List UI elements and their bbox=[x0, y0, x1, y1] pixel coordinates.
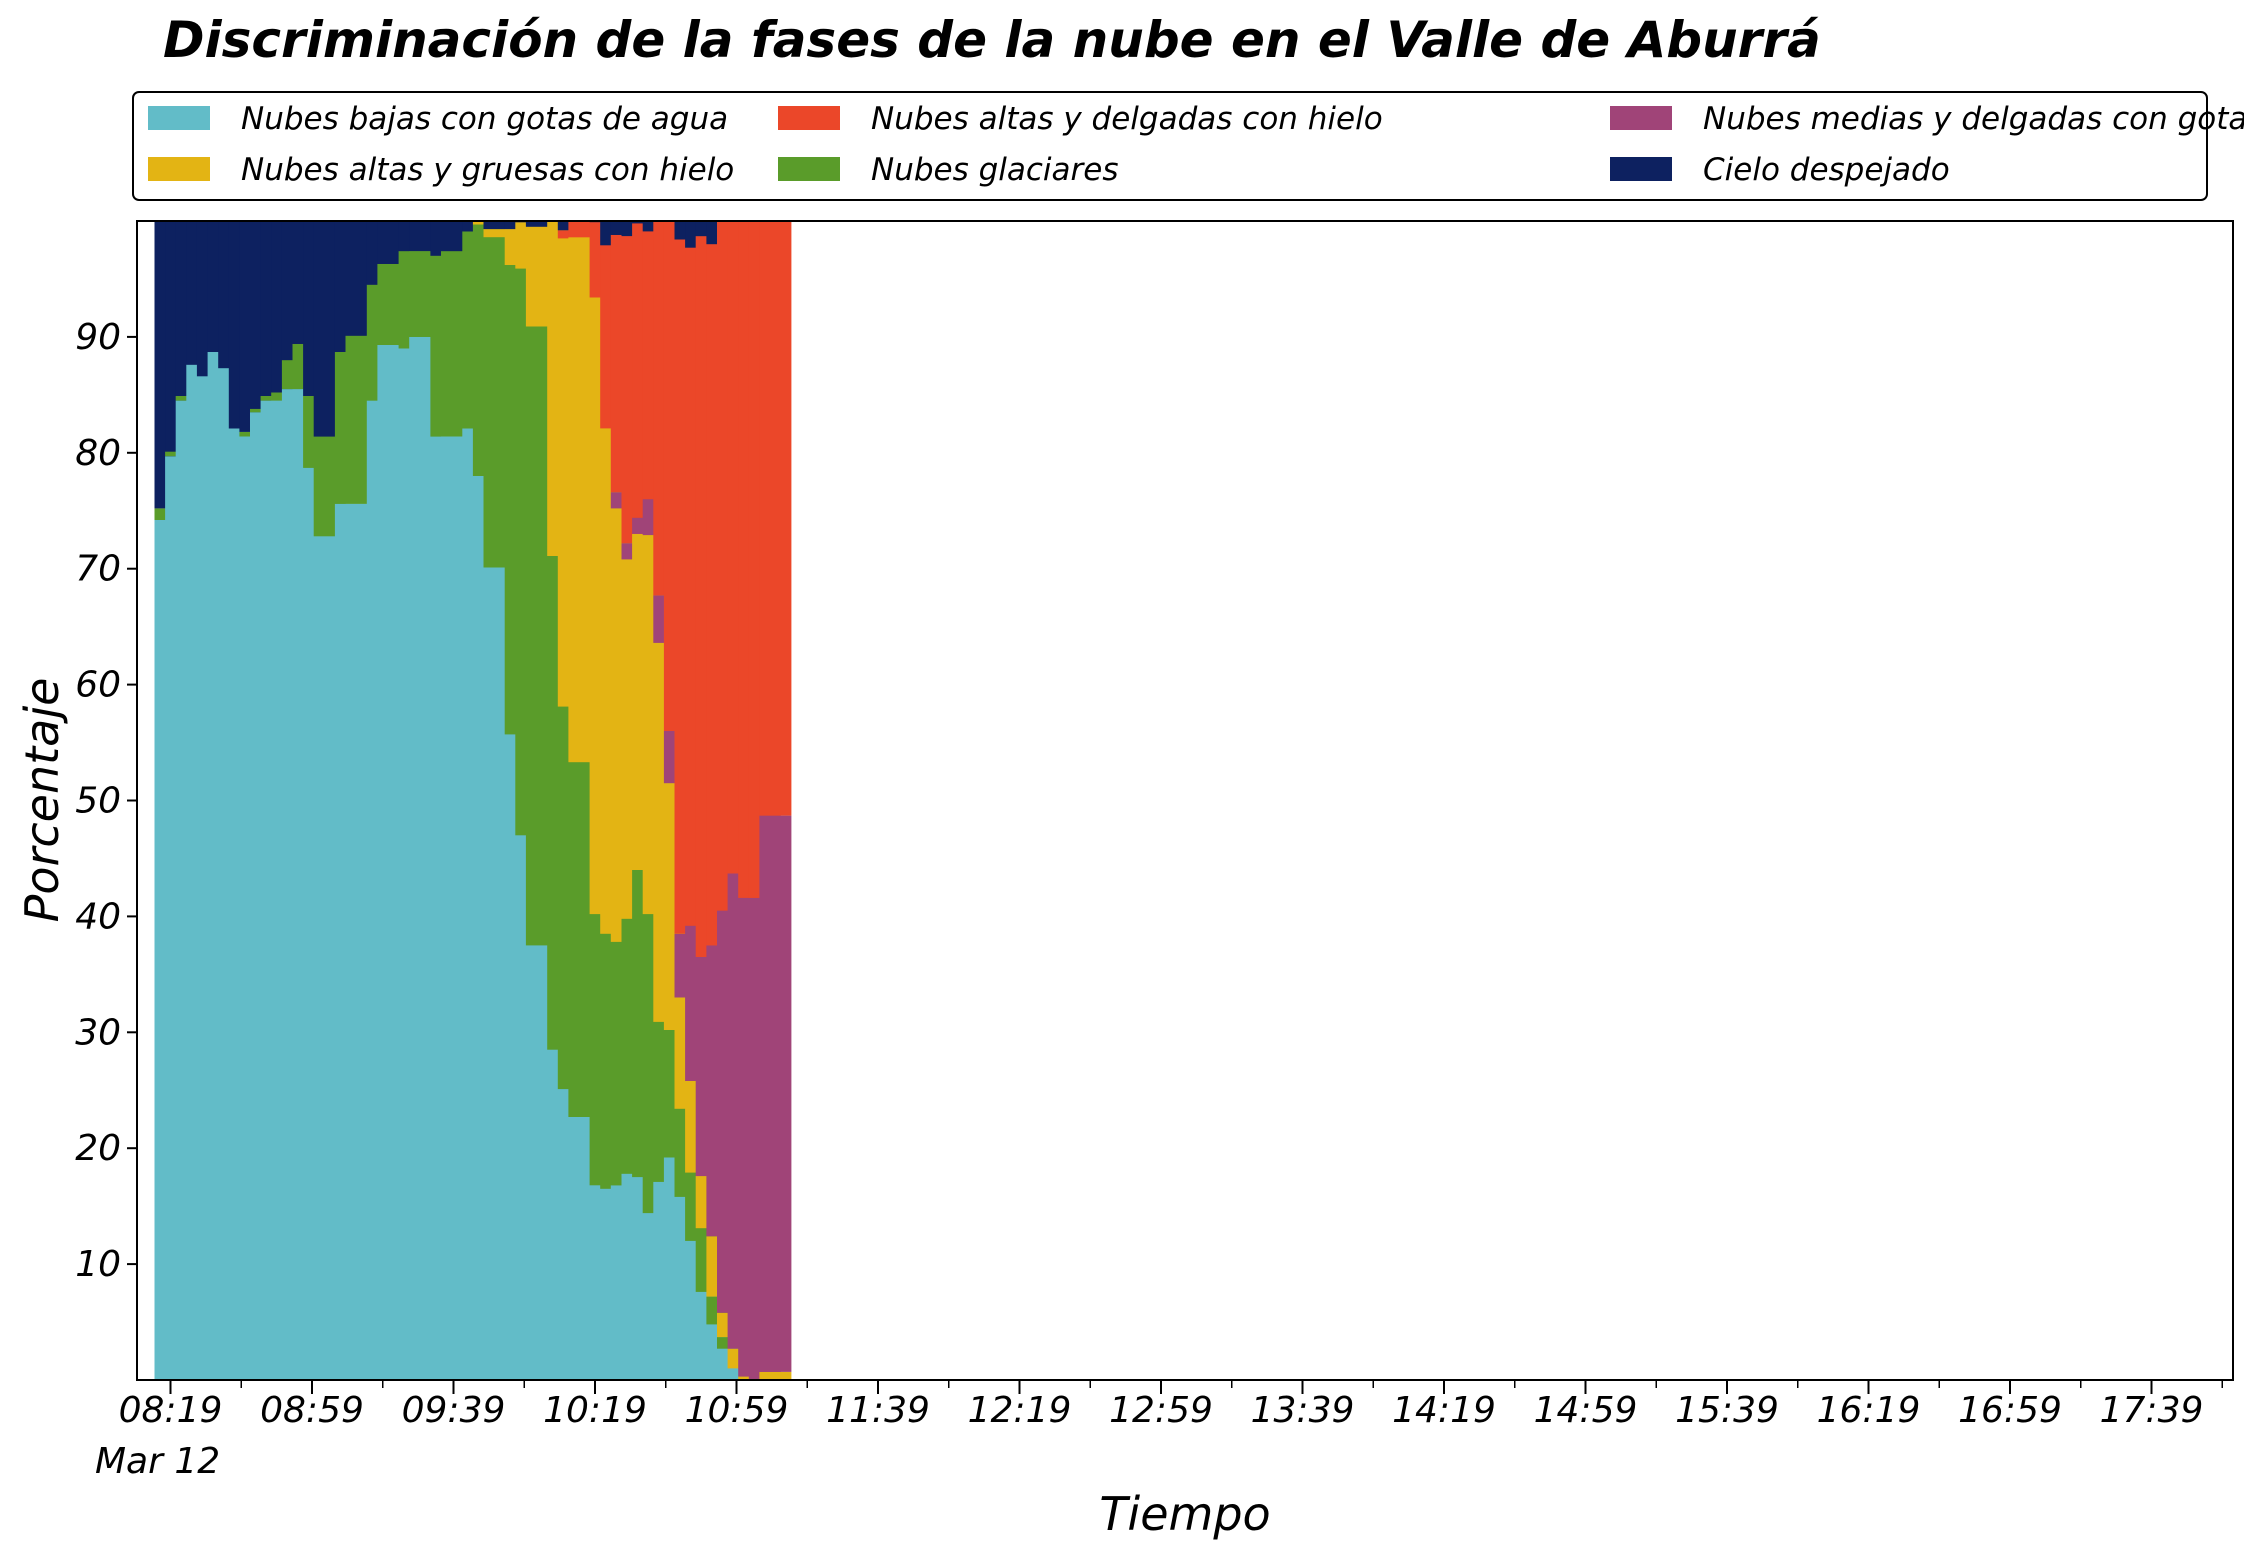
legend-swatch-1 bbox=[778, 157, 840, 181]
y-axis-label: Porcentaje bbox=[15, 678, 69, 923]
legend-label-4: Nubes altas y delgadas con hielo bbox=[871, 101, 1383, 137]
legend-swatch-0 bbox=[148, 106, 210, 130]
legend-label-0: Nubes bajas con gotas de agua bbox=[241, 101, 728, 137]
legend-frame bbox=[132, 91, 2208, 201]
chart-title: Discriminación de la fases de la nube en… bbox=[163, 11, 1821, 69]
bar-layer bbox=[154, 221, 792, 1381]
x-tick-label-13: 16:59 bbox=[1958, 1390, 2062, 1431]
y-axis: 10 20 30 40 50 60 70 80 90 bbox=[75, 317, 137, 1285]
y-tick-label-0: 10 bbox=[75, 1244, 121, 1285]
legend-label-3: Nubes medias y delgadas con gotas de agu… bbox=[1703, 101, 2244, 137]
y-tick-label-4: 50 bbox=[75, 781, 121, 822]
legend-label-5: Cielo despejado bbox=[1703, 152, 1950, 188]
x-tick-label-11: 15:39 bbox=[1675, 1390, 1779, 1431]
legend-label-1: Nubes glaciares bbox=[871, 152, 1119, 188]
x-date-label: Mar 12 bbox=[95, 1441, 220, 1482]
legend-swatch-5 bbox=[1610, 157, 1672, 181]
x-tick-label-5: 11:39 bbox=[826, 1390, 930, 1431]
x-tick-label-4: 10:59 bbox=[685, 1390, 789, 1431]
x-axis-label: Tiempo bbox=[1099, 1487, 1270, 1541]
x-axis: 08:19 08:59 09:39 10:19 10:59 11:39 12:19 12:59… bbox=[119, 1380, 2223, 1431]
bar-segment-29-5 bbox=[525, 221, 558, 227]
legend-swatch-4 bbox=[778, 106, 840, 130]
y-tick-label-8: 90 bbox=[75, 317, 121, 358]
x-tick-label-2: 09:39 bbox=[402, 1390, 506, 1431]
y-tick-label-3: 40 bbox=[75, 896, 121, 937]
x-tick-label-8: 13:39 bbox=[1251, 1390, 1355, 1431]
legend-swatch-3 bbox=[1610, 106, 1672, 130]
x-tick-label-14: 17:39 bbox=[2100, 1390, 2204, 1431]
x-tick-label-6: 12:19 bbox=[968, 1390, 1072, 1431]
y-tick-label-6: 70 bbox=[75, 549, 121, 590]
x-tick-label-10: 14:59 bbox=[1534, 1390, 1638, 1431]
bar-segment-26-5 bbox=[483, 221, 516, 230]
y-tick-label-5: 60 bbox=[75, 665, 121, 706]
y-tick-label-1: 20 bbox=[75, 1128, 121, 1169]
x-tick-label-7: 12:59 bbox=[1109, 1390, 1213, 1431]
x-tick-label-9: 14:19 bbox=[1392, 1390, 1496, 1431]
y-tick-label-2: 30 bbox=[75, 1012, 121, 1053]
x-tick-label-1: 08:59 bbox=[260, 1390, 364, 1431]
legend-swatch-2 bbox=[148, 157, 210, 181]
legend: Nubes bajas con gotas de agua Nubes altas… bbox=[132, 91, 2244, 201]
x-tick-label-0: 08:19 bbox=[119, 1390, 223, 1431]
bar-segment-26-2 bbox=[483, 229, 516, 238]
bar-segment-49-4 bbox=[759, 221, 792, 816]
x-tick-label-12: 16:19 bbox=[1817, 1390, 1921, 1431]
y-tick-label-7: 80 bbox=[75, 433, 121, 474]
bar-segment-49-2 bbox=[759, 1371, 792, 1380]
legend-label-2: Nubes altas y gruesas con hielo bbox=[241, 152, 734, 188]
x-tick-label-3: 10:19 bbox=[543, 1390, 647, 1431]
plot-area: 10 20 30 40 50 60 70 80 90 08:19 08:59 09:39 10:19 1… bbox=[75, 220, 2234, 1431]
bar-segment-49-3 bbox=[759, 815, 792, 1372]
